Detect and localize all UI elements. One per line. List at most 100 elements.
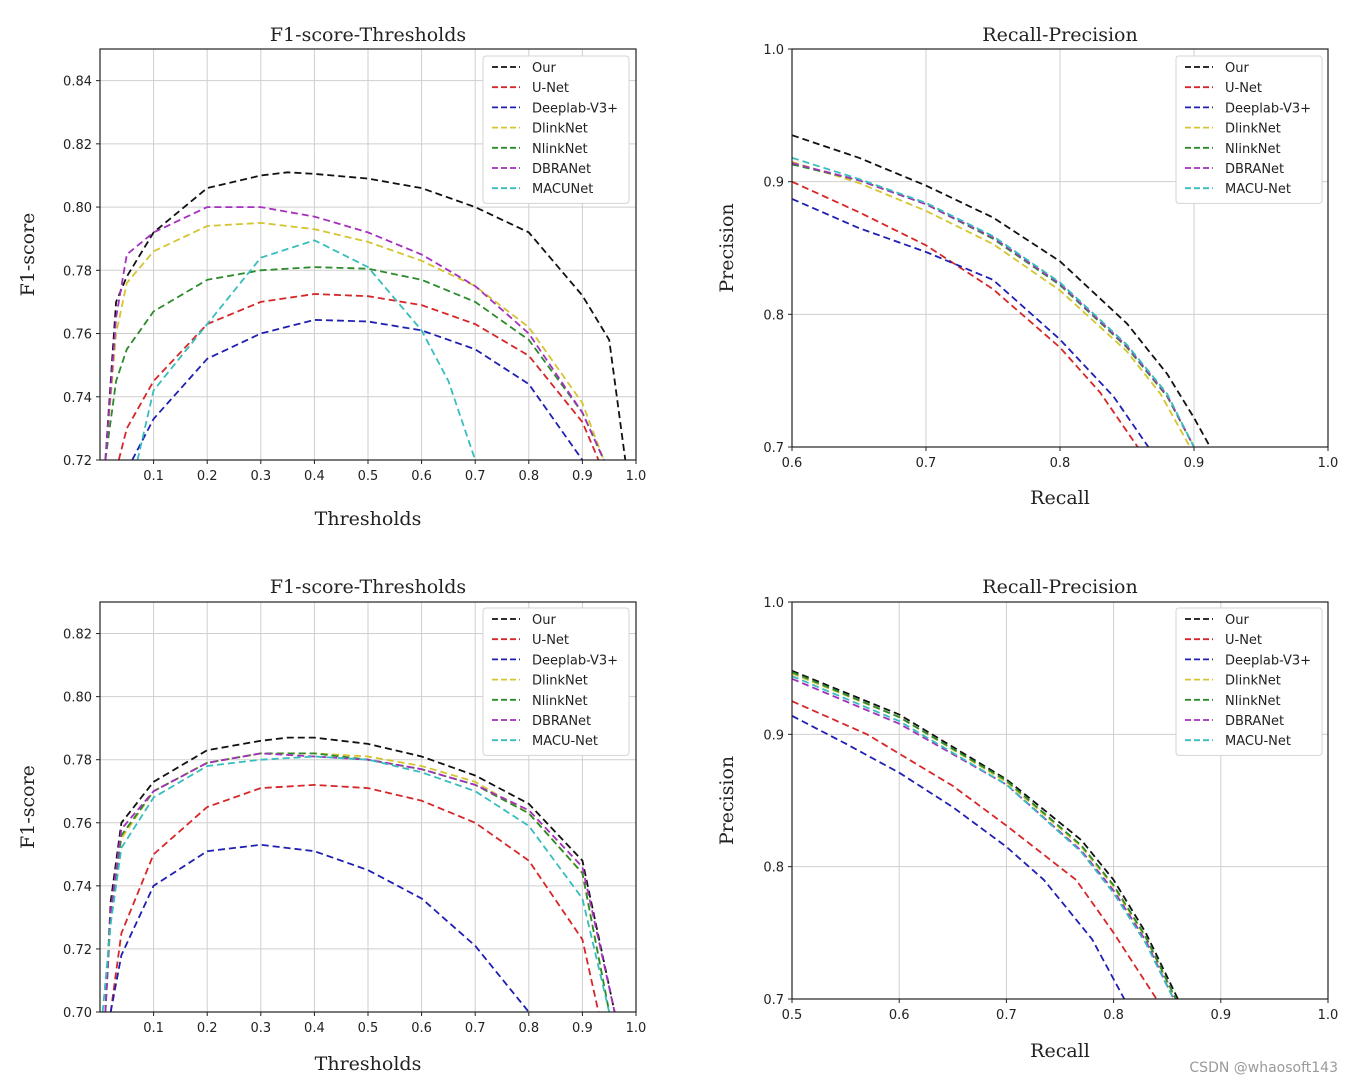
series-line-dbranet — [792, 162, 1195, 447]
chart-title: Recall-Precision — [982, 576, 1137, 598]
series-line-u-net — [109, 783, 600, 1012]
y-tick-label: 0.78 — [63, 264, 92, 279]
x-tick-label: 0.6 — [411, 469, 432, 484]
x-tick-label: 0.7 — [465, 469, 486, 484]
series-group — [792, 134, 1211, 447]
series-line-dlinknet — [104, 752, 611, 1012]
legend-label: DBRANet — [1225, 162, 1284, 177]
series-line-dbranet — [104, 752, 616, 1012]
series-line-our — [792, 134, 1211, 447]
legend-label: Deeplab-V3+ — [1225, 653, 1311, 668]
series-line-deeplab-v3- — [109, 843, 530, 1012]
legend-box — [482, 55, 630, 204]
x-axis-label: Thresholds — [315, 1053, 422, 1075]
y-tick-label: 0.7 — [763, 993, 784, 1008]
x-tick-label: 0.9 — [572, 469, 593, 484]
y-tick-label: 0.78 — [63, 754, 92, 769]
series-line-nlinknet — [104, 752, 611, 1012]
series-line-dlinknet — [792, 160, 1191, 447]
y-tick-label: 0.8 — [763, 308, 784, 323]
x-tick-label: 0.7 — [465, 1021, 486, 1036]
series-line-macu-net — [101, 755, 611, 1012]
x-tick-label: 0.7 — [996, 1008, 1017, 1023]
y-tick-label: 0.76 — [63, 817, 92, 832]
y-tick-label: 0.80 — [63, 201, 92, 216]
chart-title: F1-score-Thresholds — [270, 576, 466, 598]
x-tick-label: 0.8 — [518, 1021, 539, 1036]
chart-4: 0.5 0.6 0.7 0.8 0.9 1.0 0.7 0.8 0.9 1.0 Recall-Pre… — [716, 576, 1338, 1062]
series-line-macu-net — [792, 675, 1175, 999]
y-tick-label: 1.0 — [763, 43, 784, 58]
y-tick-label: 0.74 — [63, 391, 92, 406]
x-tick-label: 0.7 — [916, 456, 937, 471]
x-tick-label: 1.0 — [626, 1021, 647, 1036]
legend-label: DlinkNet — [1225, 674, 1281, 689]
x-tick-label: 1.0 — [1318, 1008, 1339, 1023]
y-tick-label: 0.80 — [63, 691, 92, 706]
y-axis-label: Precision — [716, 756, 738, 845]
y-axis-label: F1-score — [17, 213, 39, 297]
chart-1: 0.1 0.2 0.3 0.4 0.5 0.6 0.7 0.8 0.9 1.0 0.72 0.74 0.… — [17, 24, 646, 530]
series-line-u-net — [117, 293, 600, 460]
x-tick-label: 0.9 — [572, 1021, 593, 1036]
series-line-dbranet — [104, 206, 605, 460]
x-tick-label: 0.9 — [1184, 456, 1205, 471]
series-line-deeplab-v3- — [131, 318, 584, 460]
y-tick-label: 0.82 — [63, 628, 92, 643]
x-tick-label: 0.5 — [358, 469, 379, 484]
x-tick-label: 0.5 — [358, 1021, 379, 1036]
chart-2: 0.6 0.7 0.8 0.9 1.00.70.80.91.0Recall-Precis… — [716, 24, 1338, 509]
x-tick-label: 0.2 — [197, 1021, 218, 1036]
x-axis-label: Recall — [1030, 487, 1090, 509]
legend: Our U-Net Deeplab-V3+ DlinkNet NlinkNet DBRAN… — [1175, 607, 1323, 756]
legend-label: Deeplab-V3+ — [532, 653, 618, 668]
legend-label: U-Net — [1225, 81, 1262, 96]
legend: Our U-Net Deeplab-V3+ DlinkNet NlinkNet DBRAN… — [482, 55, 630, 204]
legend-label: Our — [532, 61, 556, 76]
series-group — [792, 669, 1179, 999]
x-tick-label: 1.0 — [626, 469, 647, 484]
x-tick-label: 0.4 — [304, 1021, 325, 1036]
legend-label: MACUNet — [532, 182, 593, 197]
legend-label: DBRANet — [532, 162, 591, 177]
series-line-u-net — [792, 700, 1158, 999]
legend-label: DlinkNet — [532, 674, 588, 689]
x-tick-label: 0.6 — [782, 456, 803, 471]
x-tick-label: 0.3 — [250, 469, 271, 484]
x-tick-label: 0.5 — [782, 1008, 803, 1023]
y-tick-label: 0.74 — [63, 880, 92, 895]
legend-label: NlinkNet — [532, 142, 588, 157]
legend-box — [1175, 607, 1323, 756]
legend-label: MACU-Net — [532, 734, 598, 749]
y-tick-label: 0.84 — [63, 75, 92, 90]
y-tick-label: 0.72 — [63, 943, 92, 958]
y-tick-label: 0.76 — [63, 328, 92, 343]
series-line-our — [792, 669, 1179, 999]
x-tick-label: 0.6 — [889, 1008, 910, 1023]
x-tick-label: 1.0 — [1318, 456, 1339, 471]
legend-label: MACU-Net — [1225, 182, 1291, 197]
y-axis-label: Precision — [716, 203, 738, 292]
series-line-deeplab-v3- — [792, 715, 1126, 999]
y-tick-label: 0.8 — [763, 861, 784, 876]
series-line-dlinknet — [104, 221, 605, 460]
legend-label: Deeplab-V3+ — [1225, 101, 1311, 116]
y-tick-label: 0.72 — [63, 454, 92, 469]
legend-box — [1175, 55, 1323, 204]
chart-title: Recall-Precision — [982, 24, 1137, 46]
y-tick-label: 0.7 — [763, 441, 784, 456]
legend-label: DBRANet — [532, 714, 591, 729]
plot-frame — [791, 601, 1329, 1000]
chart-title: F1-score-Thresholds — [270, 24, 466, 46]
x-tick-label: 0.8 — [518, 469, 539, 484]
series-group — [101, 736, 616, 1012]
y-tick-label: 0.9 — [763, 176, 784, 191]
legend-label: NlinkNet — [1225, 142, 1281, 157]
x-tick-label: 0.8 — [1103, 1008, 1124, 1023]
legend-label: U-Net — [532, 633, 569, 648]
series-line-our — [104, 171, 627, 460]
series-line-nlinknet — [792, 163, 1195, 447]
series-line-macu-net — [792, 156, 1195, 447]
y-tick-label: 0.82 — [63, 138, 92, 153]
x-tick-label: 0.1 — [143, 1021, 164, 1036]
